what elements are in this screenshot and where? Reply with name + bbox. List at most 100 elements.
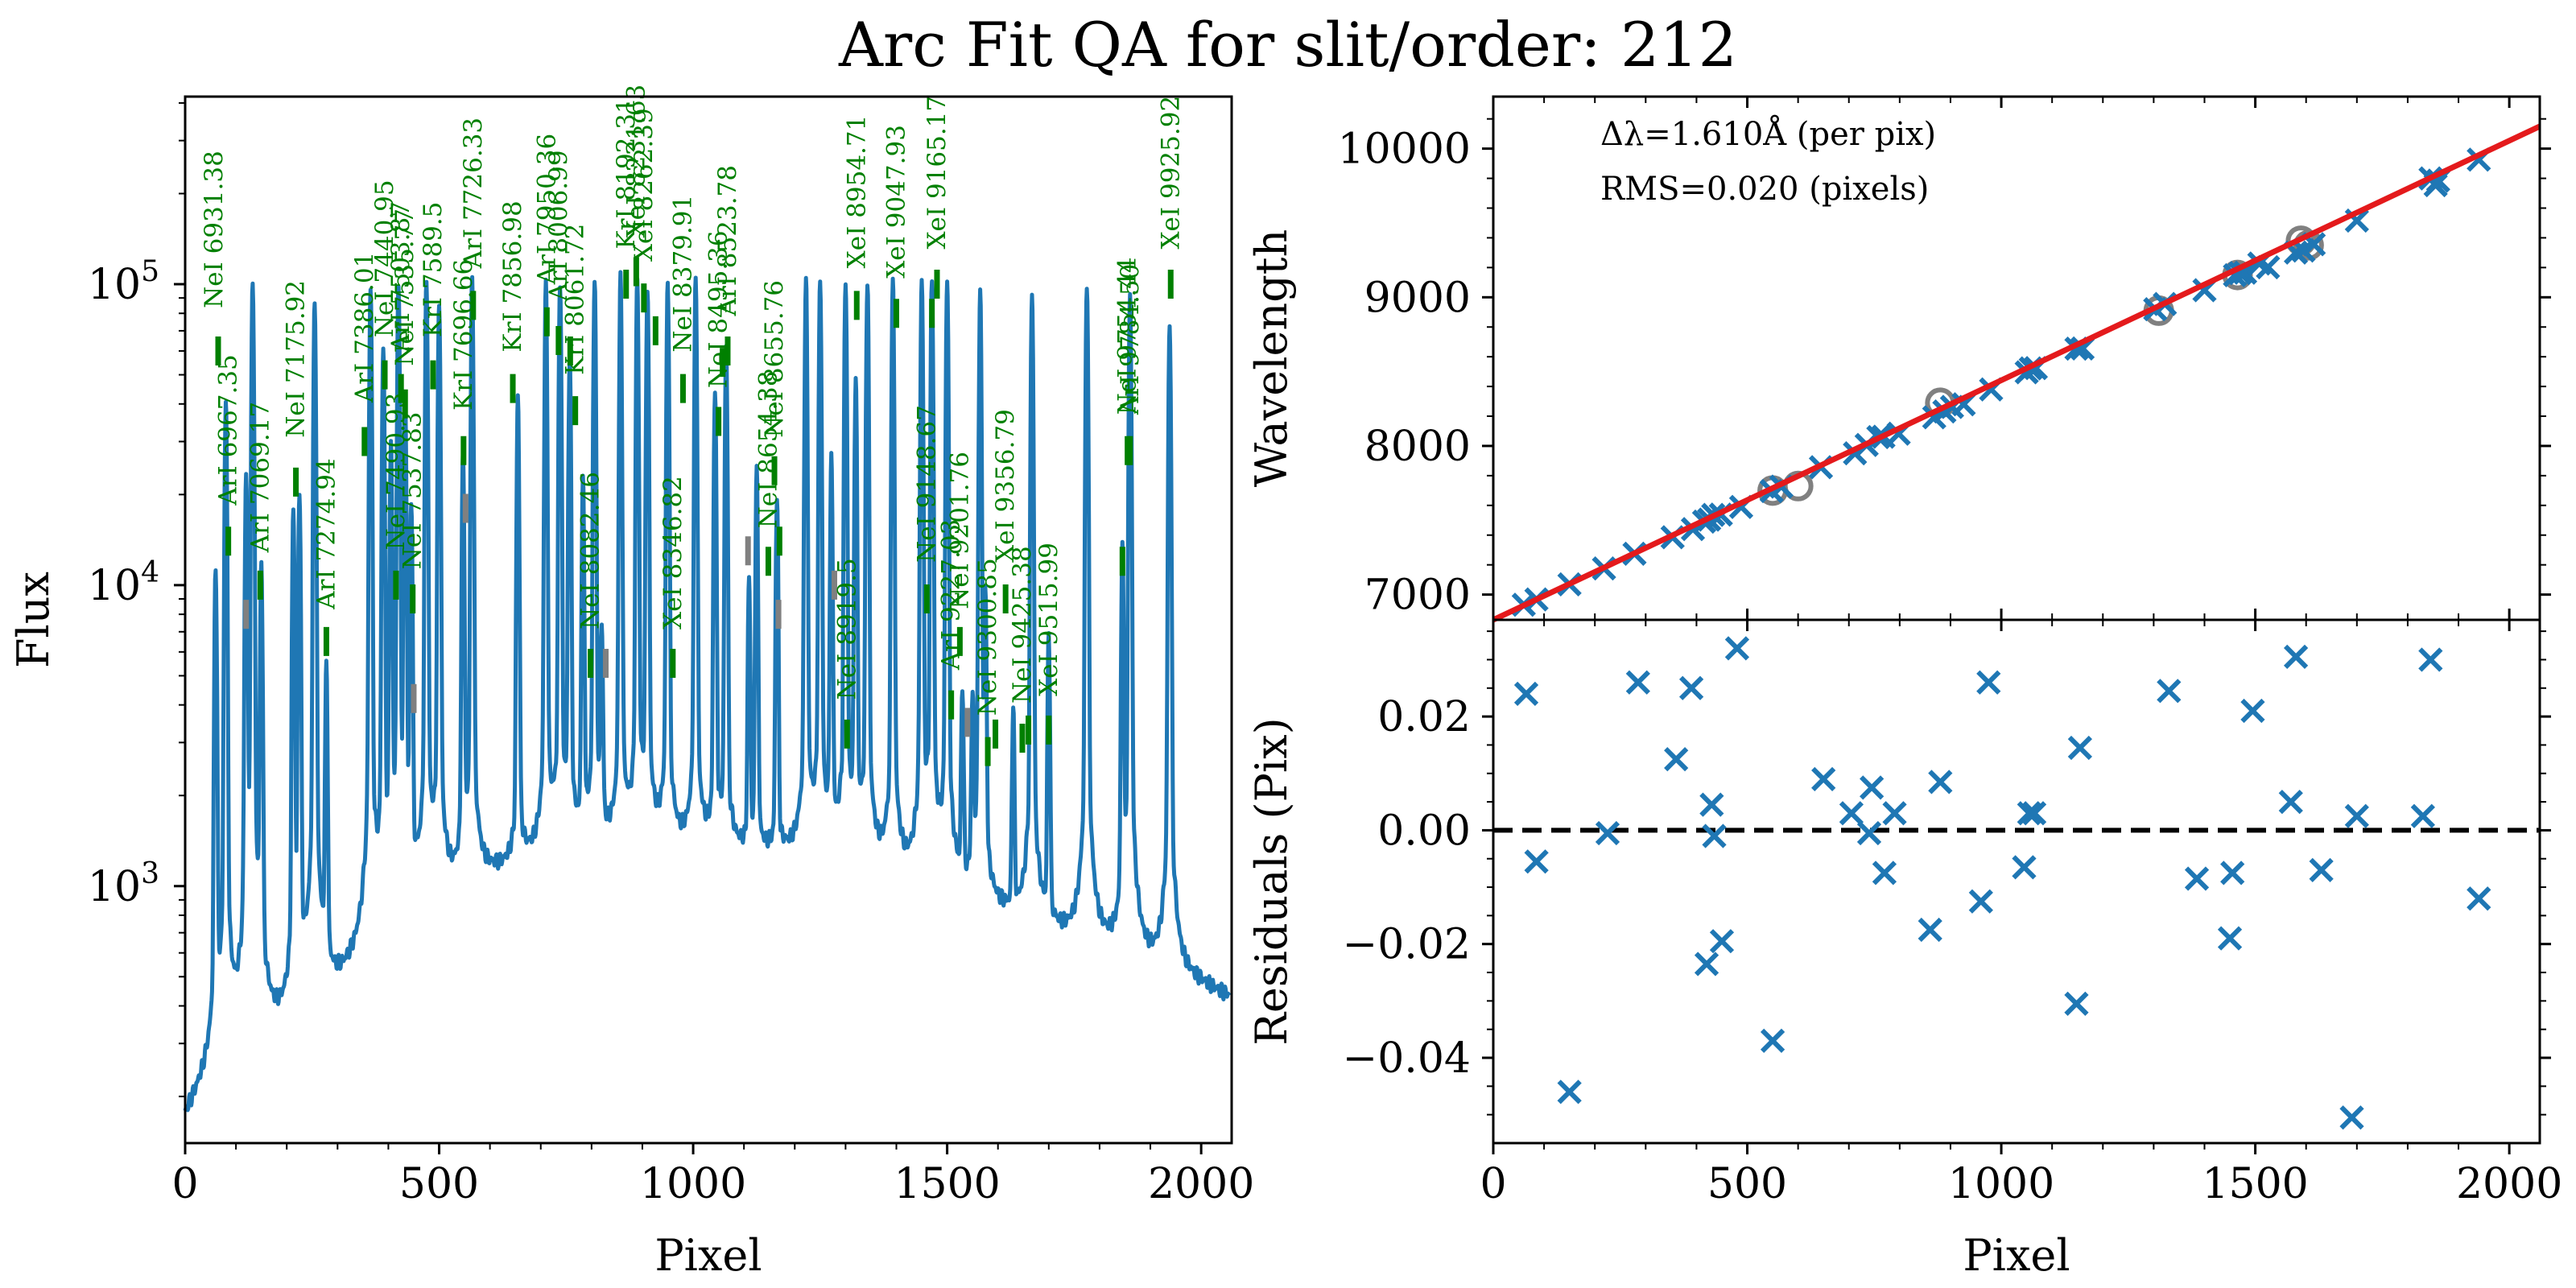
figure-title: Arc Fit QA for slit/order: 212 — [838, 9, 1737, 80]
line-id-label: NeI 7175.92 — [282, 280, 311, 438]
residual-point — [2278, 789, 2303, 815]
line-id-label: KrI 8061.72 — [561, 224, 590, 375]
line-id-label: ArI 6967.35 — [214, 354, 243, 506]
residual-point — [1811, 766, 1836, 791]
residual-point — [2283, 644, 2309, 670]
residuals-xlabel: Pixel — [1963, 1230, 2070, 1281]
residual-point — [2021, 801, 2047, 826]
residuals-ytick-label: 0.00 — [1377, 807, 1471, 855]
residual-point — [2344, 803, 2369, 828]
line-id-label: NeI 9425.38 — [1008, 546, 1037, 704]
residual-point — [1760, 1028, 1785, 1053]
line-id-label: KrI 7696.66 — [449, 259, 478, 411]
residuals-ylabel: Residuals (Pix) — [1246, 717, 1297, 1045]
residual-point — [1860, 775, 1885, 800]
line-id-label: NeI 6931.38 — [200, 151, 229, 308]
residual-point — [1928, 770, 1953, 795]
rms-annotation: RMS=0.020 (pixels) — [1600, 171, 1929, 208]
residual-point — [2017, 801, 2041, 826]
line-id-label: ArI 7274.94 — [312, 458, 341, 610]
residual-point — [1976, 670, 2001, 695]
line-id-label: NeI 8495.36 — [704, 230, 733, 388]
wavelength-ylabel: Wavelength — [1246, 229, 1297, 488]
line-id-label: XeI 8346.82 — [658, 476, 687, 630]
residual-point — [1678, 675, 1704, 700]
residual-point — [1557, 1080, 1582, 1104]
residual-point — [1625, 670, 1650, 695]
line-id-label: NeI 8655.76 — [760, 280, 789, 438]
spectrum-xtick-label: 1000 — [640, 1160, 746, 1208]
wavelength-ytick-label: 7000 — [1364, 572, 1471, 620]
line-id-label: NeI 7535.77 — [390, 208, 419, 366]
line-id-label: XeI 9047.93 — [881, 125, 910, 279]
residual-point — [2067, 735, 2093, 761]
residuals-ytick-label: −0.02 — [1343, 921, 1471, 969]
residual-point — [1882, 801, 1907, 826]
line-id-label: NeI 7440.95 — [370, 180, 399, 337]
spectrum-ylabel: Flux — [8, 572, 59, 668]
residuals-axes-frame — [1492, 618, 2541, 1145]
residual-point — [2309, 857, 2334, 882]
residuals-panel: 0 500 1000 1500 2000 −0.04 −0.02 0.00 0.02 Pixel… — [1246, 618, 2562, 1281]
spectrum-axes-frame — [184, 95, 1233, 1145]
line-id-label: XeI 8231.63 — [621, 85, 650, 238]
spectrum-xtick-label: 0 — [171, 1160, 198, 1208]
residual-point — [2184, 866, 2210, 891]
line-id-label: NeI 8379.91 — [668, 195, 697, 353]
residual-point — [1524, 849, 1549, 874]
residual-point — [1724, 636, 1750, 661]
wavelength-ytick-label: 8000 — [1364, 423, 1471, 471]
line-id-label: NeI 8082.46 — [576, 472, 605, 630]
residuals-xtick-label: 500 — [1707, 1160, 1787, 1208]
line-id-label: XeI 9165.17 — [923, 96, 952, 250]
line-id-label: NeI 8654.38 — [753, 371, 782, 529]
residual-point — [1968, 889, 1993, 914]
spectrum-line — [183, 270, 1232, 1113]
residual-point — [2157, 679, 2182, 704]
residual-point — [2217, 926, 2243, 951]
line-id-label: ArI 9227.03 — [937, 519, 966, 671]
line-id-label: KrI 7856.98 — [498, 200, 527, 352]
residuals-xtick-label: 1000 — [1948, 1160, 2054, 1208]
residual-point — [2240, 698, 2265, 724]
residual-point — [2418, 647, 2443, 672]
residual-point — [1699, 792, 1724, 817]
residuals-ytick-label: −0.04 — [1343, 1034, 1471, 1083]
line-id-label: ArI 7726.33 — [459, 118, 488, 270]
line-id-label: NeI 8919.5 — [832, 558, 861, 700]
line-id-label: KrI 8192.31 — [612, 97, 641, 249]
residual-point — [1839, 801, 1864, 826]
residual-point — [2064, 991, 2089, 1017]
line-id-label: NeI 7490.93 — [382, 393, 411, 551]
spectrum-xtick-label: 2000 — [1148, 1160, 1254, 1208]
spectrum-ytick-label: 105 — [88, 255, 159, 309]
residual-point — [1856, 820, 1882, 846]
dispersion-annotation: Δλ=1.610Å (per pix) — [1600, 115, 1936, 153]
line-id-label: NeI 9148.67 — [912, 405, 941, 563]
line-id-label: ArI 7503.87 — [386, 201, 415, 353]
wavelength-fit-line — [1492, 123, 2541, 623]
residual-point — [1664, 746, 1689, 772]
residual-point — [1694, 952, 1719, 976]
line-id-label: XeI 9515.99 — [1034, 543, 1063, 696]
residual-point — [1702, 824, 1727, 848]
residual-point — [2012, 855, 2037, 880]
wavelength-fit-panel: 7000 8000 9000 10000 Δλ=1.610Å (per pix) RM… — [1246, 95, 2551, 623]
wavelength-ytick-label: 9000 — [1364, 274, 1471, 322]
residual-point — [1872, 861, 1897, 886]
residuals-xtick-label: 2000 — [2456, 1160, 2562, 1208]
spectrum-xtick-label: 1500 — [894, 1160, 1000, 1208]
residual-point — [2467, 886, 2491, 911]
line-id-label: NeI 9300.85 — [973, 558, 1002, 716]
residuals-xtick-label: 1500 — [2202, 1160, 2308, 1208]
line-id-label: ArI 9784.50 — [1116, 264, 1145, 416]
residual-point — [1513, 681, 1539, 706]
line-id-label: XeI 9925.92 — [1156, 96, 1185, 250]
line-id-label: ArI 7069.17 — [246, 402, 275, 554]
line-id-label: NeI 9201.76 — [945, 452, 974, 609]
residual-point — [1709, 929, 1735, 954]
line-id-label: NeI 7537.83 — [398, 411, 427, 569]
line-id-label: XeI 8954.71 — [842, 115, 871, 269]
line-id-label: ArI 8523.78 — [713, 165, 742, 317]
